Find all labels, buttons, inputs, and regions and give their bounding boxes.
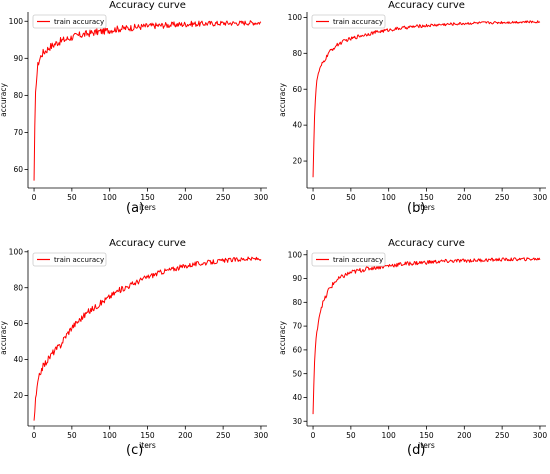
- x-tick-label: 200: [178, 193, 193, 202]
- x-tick-label: 300: [254, 193, 269, 202]
- y-tick-label: 100: [9, 17, 24, 26]
- y-tick-label: 30: [292, 417, 302, 426]
- x-axis-label: iters: [139, 441, 156, 450]
- legend-label: train accuracy: [54, 18, 104, 26]
- x-axis-label: iters: [139, 203, 156, 212]
- x-tick-label: 150: [419, 431, 434, 440]
- series-line-train-accuracy: [33, 20, 262, 181]
- y-tick-label: 80: [13, 91, 23, 100]
- y-tick-label: 40: [292, 393, 302, 402]
- x-tick-label: 0: [32, 193, 37, 202]
- x-tick-label: 300: [533, 193, 548, 202]
- series-line-train-accuracy: [33, 256, 262, 421]
- x-tick-label: 100: [382, 431, 397, 440]
- y-tick-label: 50: [292, 369, 302, 378]
- chart-title: Accuracy curve: [109, 238, 186, 249]
- legend-box: [311, 14, 386, 29]
- y-axis-label: accuracy: [278, 83, 287, 117]
- chart-title: Accuracy curve: [388, 0, 465, 11]
- y-tick-label: 100: [288, 250, 303, 259]
- x-tick-label: 250: [216, 431, 231, 440]
- y-tick-label: 40: [292, 121, 302, 130]
- y-tick-label: 70: [13, 128, 23, 137]
- y-axis-label: accuracy: [0, 83, 8, 117]
- y-tick-label: 60: [13, 165, 23, 174]
- legend-box: [311, 252, 386, 267]
- panel-caption: (b): [407, 201, 426, 216]
- y-axis-label: accuracy: [278, 321, 287, 355]
- y-tick-label: 100: [288, 13, 303, 22]
- y-tick-label: 90: [292, 274, 302, 283]
- chart-panel-3: Accuracy curve 0 50 100 150 200 250 300 20 40 60 80…: [0, 238, 268, 450]
- series-line-train-accuracy: [312, 257, 541, 415]
- panel-caption: (c): [126, 443, 144, 458]
- y-tick-label: 80: [13, 283, 23, 292]
- panel-caption: (d): [407, 443, 426, 458]
- x-tick-label: 250: [495, 431, 510, 440]
- x-tick-label: 100: [103, 431, 118, 440]
- legend-box: [32, 252, 107, 267]
- y-tick-label: 20: [292, 157, 302, 166]
- y-axis-label: accuracy: [0, 321, 8, 355]
- x-tick-label: 200: [457, 431, 472, 440]
- chart-panel-2: Accuracy curve 0 50 100 150 200 250 300 20 40 60 80…: [278, 0, 547, 212]
- x-tick-label: 200: [178, 431, 193, 440]
- x-tick-label: 50: [67, 431, 77, 440]
- legend-label: train accuracy: [333, 256, 383, 264]
- x-tick-label: 150: [140, 431, 155, 440]
- series-line-train-accuracy: [312, 20, 541, 178]
- x-tick-label: 150: [140, 193, 155, 202]
- x-tick-label: 300: [533, 431, 548, 440]
- chart-panel-4: Accuracy curve 0 50 100 150 200 250 300 30 40 50 60…: [278, 238, 547, 450]
- x-tick-label: 0: [32, 431, 37, 440]
- x-tick-label: 0: [311, 193, 316, 202]
- legend-label: train accuracy: [333, 18, 383, 26]
- y-tick-label: 100: [9, 247, 24, 256]
- chart-title: Accuracy curve: [388, 238, 465, 249]
- x-tick-label: 100: [382, 193, 397, 202]
- x-axis-label: iters: [418, 203, 435, 212]
- chart-title: Accuracy curve: [109, 0, 186, 11]
- x-tick-label: 50: [346, 431, 356, 440]
- legend-label: train accuracy: [54, 256, 104, 264]
- x-axis-label: iters: [418, 441, 435, 450]
- x-tick-label: 150: [419, 193, 434, 202]
- x-tick-label: 50: [67, 193, 77, 202]
- y-tick-label: 40: [13, 355, 23, 364]
- x-tick-label: 250: [216, 193, 231, 202]
- y-tick-label: 60: [292, 345, 302, 354]
- y-tick-label: 60: [292, 85, 302, 94]
- y-tick-label: 60: [13, 319, 23, 328]
- y-tick-label: 70: [292, 322, 302, 331]
- x-tick-label: 300: [254, 431, 269, 440]
- y-tick-label: 80: [292, 298, 302, 307]
- x-tick-label: 200: [457, 193, 472, 202]
- panel-caption: (a): [126, 201, 145, 216]
- y-tick-label: 80: [292, 49, 302, 58]
- y-tick-label: 20: [13, 391, 23, 400]
- x-tick-label: 250: [495, 193, 510, 202]
- chart-panel-1: Accuracy curve 0 50 100 150 200 250 300 60 70 80 90…: [0, 0, 268, 212]
- y-tick-label: 90: [13, 54, 23, 63]
- legend-box: [32, 14, 107, 29]
- x-tick-label: 50: [346, 193, 356, 202]
- x-tick-label: 100: [103, 193, 118, 202]
- x-tick-label: 0: [311, 431, 316, 440]
